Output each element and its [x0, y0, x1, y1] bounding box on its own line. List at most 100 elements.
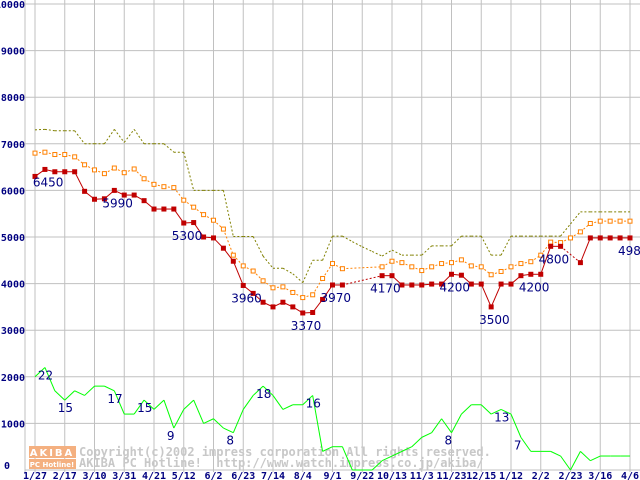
- series-shop-count: [34, 367, 630, 471]
- series-segment: [113, 129, 125, 143]
- data-point: [409, 282, 415, 288]
- data-label: 4800: [539, 252, 570, 266]
- data-label: 4200: [519, 280, 550, 294]
- data-point: [270, 304, 276, 310]
- series-segment: [262, 255, 274, 269]
- series-segment: [560, 223, 571, 237]
- data-point: [577, 260, 583, 266]
- data-label: 8: [226, 434, 234, 448]
- data-label: 3970: [321, 291, 352, 305]
- data-point: [82, 188, 88, 194]
- data-point: [32, 173, 38, 179]
- series-segment: [480, 235, 492, 256]
- data-point: [121, 192, 127, 198]
- data-point: [379, 273, 385, 279]
- series-segment: [500, 408, 512, 415]
- series-segment: [480, 283, 492, 308]
- series-segment: [252, 385, 264, 396]
- series-segment: [451, 235, 462, 247]
- data-point: [181, 220, 187, 226]
- data-point: [290, 289, 296, 295]
- series-segment: [272, 395, 284, 410]
- x-tick-label: 2/23: [558, 471, 582, 480]
- series-segment: [133, 129, 145, 145]
- data-point: [72, 154, 78, 160]
- data-point: [211, 235, 216, 241]
- data-point: [42, 149, 48, 155]
- series-segment: [371, 250, 383, 257]
- series-segment: [362, 246, 373, 252]
- series-segment: [302, 395, 314, 406]
- data-point: [478, 264, 484, 270]
- site-url-text: AKIBA PC Hotline! http://www.watch.impre…: [79, 456, 484, 470]
- series-segment: [391, 450, 403, 457]
- series-average-price: [32, 149, 633, 301]
- series-segment: [431, 418, 442, 434]
- series-segment: [421, 245, 433, 256]
- series-segment: [381, 249, 393, 257]
- series-segment: [282, 404, 294, 410]
- x-tick-label: 7/14: [261, 471, 285, 480]
- x-tick-label: 4/6: [621, 471, 639, 480]
- data-label: 9: [167, 429, 175, 443]
- data-point: [250, 268, 256, 274]
- data-point: [52, 169, 58, 175]
- data-point: [290, 304, 296, 310]
- series-segment: [302, 260, 314, 283]
- series-segment: [113, 390, 125, 415]
- data-point: [468, 263, 474, 269]
- data-point: [141, 176, 147, 182]
- x-tick-label: 6/23: [231, 471, 255, 480]
- data-point: [607, 218, 613, 224]
- data-label: 18: [256, 387, 271, 401]
- data-point: [250, 290, 256, 296]
- data-point: [627, 235, 633, 241]
- data-point: [151, 206, 157, 212]
- data-label: 13: [494, 410, 509, 424]
- series-segment: [421, 432, 432, 438]
- data-point: [131, 192, 137, 198]
- x-tick-label: 9/22: [350, 471, 374, 480]
- data-point: [310, 309, 316, 315]
- data-point: [151, 181, 157, 187]
- series-segment: [232, 261, 244, 286]
- logo-box: [51, 446, 76, 458]
- series-segment: [74, 130, 85, 145]
- series-segment: [341, 446, 353, 471]
- series-segment: [312, 278, 324, 296]
- series-segment: [570, 451, 581, 471]
- data-point: [320, 275, 326, 281]
- data-point: [270, 285, 276, 291]
- series-segment: [579, 237, 591, 263]
- data-point: [131, 166, 137, 172]
- data-point: [419, 268, 425, 274]
- data-label: 22: [38, 368, 53, 382]
- data-point: [62, 169, 68, 175]
- data-point: [558, 243, 564, 249]
- series-segment: [163, 143, 175, 153]
- series: [32, 128, 633, 471]
- y-tick-label: 5000: [1, 233, 25, 244]
- data-point: [240, 263, 246, 269]
- logo-box: [29, 446, 51, 458]
- data-point: [230, 258, 236, 264]
- data-label: 5300: [172, 229, 203, 243]
- data-point: [498, 281, 504, 287]
- data-label: 4200: [440, 280, 471, 294]
- data-point: [211, 217, 216, 223]
- series-segment: [213, 418, 224, 429]
- data-label: 4980: [618, 244, 640, 258]
- data-point: [171, 185, 177, 191]
- data-point: [617, 218, 623, 224]
- series-segment: [173, 409, 185, 429]
- logo-pc-hotline: PC Hotline!: [30, 461, 74, 469]
- series-segment: [252, 236, 264, 257]
- series-segment: [490, 283, 502, 308]
- data-point: [419, 282, 425, 288]
- series-segment: [540, 246, 552, 275]
- data-point: [379, 264, 385, 270]
- data-label: 15: [58, 401, 73, 415]
- y-tick-label: 7000: [1, 140, 25, 151]
- series-segment: [391, 249, 403, 256]
- data-point: [399, 282, 405, 288]
